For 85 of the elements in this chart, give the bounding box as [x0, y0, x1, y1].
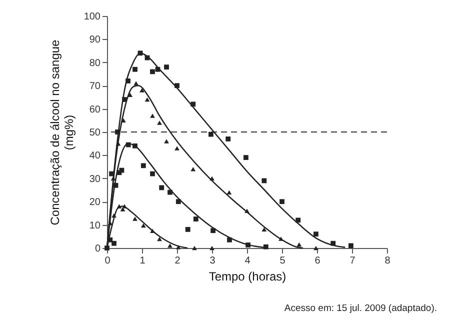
point [138, 50, 143, 56]
point [278, 236, 284, 241]
y-axis-title: Concentração de álcool no sangue (mg%) [48, 39, 76, 226]
point [155, 66, 160, 72]
point [112, 240, 116, 246]
point [280, 199, 284, 204]
x-tick-label: 4 [244, 256, 251, 266]
x-tick-label: 5 [280, 256, 286, 266]
point [210, 176, 214, 181]
point [122, 204, 127, 208]
point [262, 227, 267, 232]
y-tick-label: 90 [89, 34, 101, 46]
y-tick-label: 0 [94, 244, 101, 254]
point [113, 182, 118, 188]
point [115, 130, 120, 134]
text: Acesso em: 15 jul. 2009 (adaptado). [284, 303, 437, 314]
point [132, 216, 138, 221]
point [164, 139, 169, 144]
point [208, 132, 214, 137]
point [132, 66, 138, 72]
point [157, 236, 162, 242]
point [314, 232, 318, 237]
y-tick-label: 50 [89, 128, 101, 138]
point [104, 246, 110, 250]
y-tick-label: 30 [89, 174, 101, 185]
point [120, 207, 126, 212]
point [168, 244, 172, 248]
point [244, 208, 250, 213]
point [140, 88, 144, 92]
point [134, 81, 138, 86]
x-tick-label: 0 [104, 256, 111, 266]
y-tick-label: 80 [89, 58, 101, 69]
point [109, 171, 114, 176]
y-tick-label: 100 [84, 12, 101, 22]
point [174, 83, 180, 88]
point [330, 240, 336, 246]
point [227, 237, 232, 242]
point [174, 146, 180, 150]
point [132, 143, 138, 148]
x-tick-label: 7 [350, 256, 356, 266]
point [150, 171, 155, 176]
point [192, 246, 197, 250]
point [112, 213, 116, 218]
point [296, 242, 302, 247]
point [226, 190, 232, 194]
point [116, 204, 122, 208]
point [296, 218, 301, 223]
point [128, 92, 133, 97]
point [226, 136, 231, 142]
point [126, 78, 130, 84]
point [159, 185, 164, 190]
point [126, 142, 131, 148]
point [176, 244, 181, 250]
x-tick-label: 8 [384, 256, 391, 266]
point [348, 243, 354, 248]
point [244, 155, 248, 160]
y-tick-label: 60 [89, 104, 101, 116]
x-tick-label: 1 [140, 256, 146, 266]
point [168, 190, 172, 195]
point [210, 246, 214, 250]
point [185, 226, 190, 232]
point [210, 228, 216, 234]
point [176, 199, 181, 204]
x-tick-label: 2 [174, 256, 181, 266]
point [193, 216, 198, 222]
x-tick-label: 6 [314, 256, 321, 266]
point [314, 246, 318, 250]
x-axis-title: Tempo (horas) [208, 270, 286, 284]
point [140, 163, 146, 168]
point [144, 97, 150, 102]
point [263, 244, 268, 250]
point [262, 178, 267, 184]
y-tick-label: 10 [89, 220, 101, 232]
y-tick-label: 40 [89, 150, 101, 162]
y-tick-label: 20 [89, 197, 101, 208]
y-tick-label: 70 [89, 81, 101, 92]
point [150, 69, 155, 74]
point [164, 64, 169, 70]
point [246, 242, 250, 248]
point [150, 114, 155, 118]
point [140, 223, 146, 228]
x-tick-label: 3 [210, 256, 216, 266]
point [122, 97, 127, 102]
point [190, 102, 196, 107]
point [157, 120, 162, 125]
